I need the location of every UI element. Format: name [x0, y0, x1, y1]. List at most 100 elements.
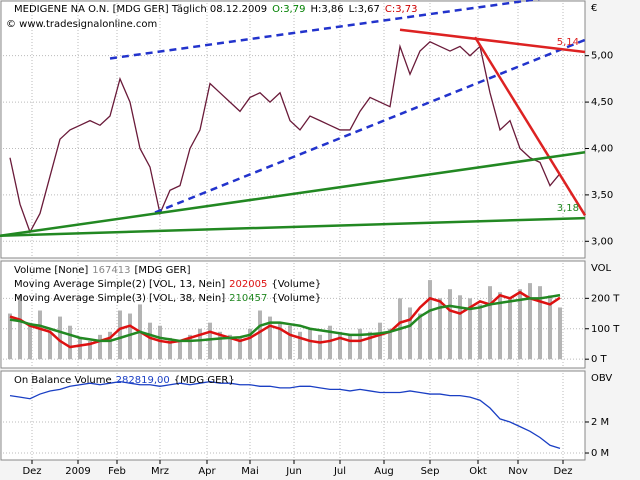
x-tick-label: Apr [198, 466, 216, 477]
volume-bar [168, 337, 172, 360]
volume-bar [378, 322, 382, 360]
volume-bar [118, 310, 122, 360]
volume-bar [158, 325, 162, 360]
plot-area [0, 370, 586, 461]
quote: O:3,79 [272, 4, 305, 15]
legend: Moving Average Simple(3) [VOL, 38, Nein]… [14, 293, 321, 304]
volume-bar [548, 295, 552, 360]
volume-bar [148, 322, 152, 360]
legend-value: 202005 [229, 279, 267, 290]
volume-bar [288, 325, 292, 360]
volume-bar [228, 334, 232, 360]
volume-bar [408, 307, 412, 360]
volume-bar [418, 313, 422, 360]
volume-bar [508, 298, 512, 360]
y-tick-label: 2 M [591, 417, 609, 428]
trend-label: 5,14 [557, 37, 579, 48]
legend-value: 210457 [229, 293, 267, 304]
title-text: MEDIGENE NA O.N. [MDG GER] Täglich 08.12… [14, 4, 267, 15]
y-tick-label: 3,00 [591, 236, 613, 247]
volume-bar [528, 283, 532, 360]
legend-source: {MDG GER} [174, 375, 235, 386]
volume-bar [68, 325, 72, 360]
trend-line [109, 0, 541, 60]
volume-bar [518, 289, 522, 360]
volume-bar [38, 310, 42, 360]
unit-label: € [591, 3, 597, 14]
price-line [9, 380, 561, 449]
quote: L:3,67 [349, 4, 380, 15]
x-tick-label: Sep [421, 466, 440, 477]
y-tick-label: 100 T [591, 324, 620, 335]
x-tick-label: Okt [469, 466, 487, 477]
legend-name: Moving Average Simple(2) [VOL, 13, Nein] [14, 279, 225, 290]
volume-bar [478, 304, 482, 360]
legend-source: {Volume} [271, 293, 321, 304]
x-tick-label: 2009 [65, 466, 90, 477]
x-tick-label: Mrz [151, 466, 169, 477]
chart-title: MEDIGENE NA O.N. [MDG GER] Täglich 08.12… [14, 4, 417, 15]
volume-bar [438, 298, 442, 360]
legend-name: Moving Average Simple(3) [VOL, 38, Nein] [14, 293, 225, 304]
legend: Moving Average Simple(2) [VOL, 13, Nein]… [14, 279, 321, 290]
plot-area [0, 0, 586, 259]
volume-bar [268, 316, 272, 360]
y-tick-label: 3,50 [591, 190, 613, 201]
y-tick-label: 4,50 [591, 97, 613, 108]
legend-value: 282819,00 [116, 375, 170, 386]
volume-bar [198, 328, 202, 360]
trend-line [473, 36, 587, 216]
volume-bar [358, 328, 362, 360]
axis-label: OBV [591, 373, 612, 384]
volume-bar [448, 289, 452, 360]
x-tick-label: Feb [108, 466, 126, 477]
legend: Volume [None] 167413 [MDG GER] [14, 265, 191, 276]
volume-bar [218, 331, 222, 360]
volume-bar [128, 313, 132, 360]
volume-bar [308, 328, 312, 360]
volume-bar [108, 331, 112, 360]
volume-bar [558, 307, 562, 360]
volume-bar [248, 328, 252, 360]
x-tick-label: Nov [508, 466, 528, 477]
x-tick-label: Jun [285, 466, 302, 477]
volume-bar [278, 322, 282, 360]
volume-bar [8, 313, 12, 360]
volume-bar [28, 322, 32, 360]
y-tick-label: 5,00 [591, 51, 613, 62]
volume-bar [48, 331, 52, 360]
volume-bar [368, 331, 372, 360]
volume-bar [458, 295, 462, 360]
volume-bar [58, 316, 62, 360]
trend-line [0, 216, 586, 237]
volume-bar [488, 286, 492, 360]
volume-bar [428, 280, 432, 360]
axis-label: VOL [591, 263, 612, 274]
volume-bar [88, 340, 92, 360]
volume-bar [238, 337, 242, 360]
y-tick-label: 4,00 [591, 143, 613, 154]
quote: C:3,73 [385, 4, 418, 15]
y-tick-label: 200 T [591, 293, 620, 304]
price-line [9, 40, 561, 234]
volume-bar [498, 292, 502, 360]
volume-bar [258, 310, 262, 360]
volume-bar [298, 331, 302, 360]
volume-bar [328, 325, 332, 360]
volume-bar [18, 295, 22, 360]
y-tick-label: 0 M [591, 448, 609, 459]
x-tick-label: Dez [553, 466, 572, 477]
legend: On Balance Volume 282819,00 {MDG GER} [14, 375, 235, 386]
x-tick-label: Dez [22, 466, 41, 477]
x-tick-label: Jul [333, 466, 346, 477]
legend-value: 167413 [92, 265, 130, 276]
volume-bar [538, 286, 542, 360]
legend-name: Volume [None] [14, 265, 88, 276]
legend-source: [MDG GER] [134, 265, 190, 276]
trend-line [399, 28, 586, 54]
volume-bar [348, 334, 352, 360]
volume-bar [388, 328, 392, 360]
quote: H:3,86 [310, 4, 343, 15]
trend-line [154, 38, 586, 214]
